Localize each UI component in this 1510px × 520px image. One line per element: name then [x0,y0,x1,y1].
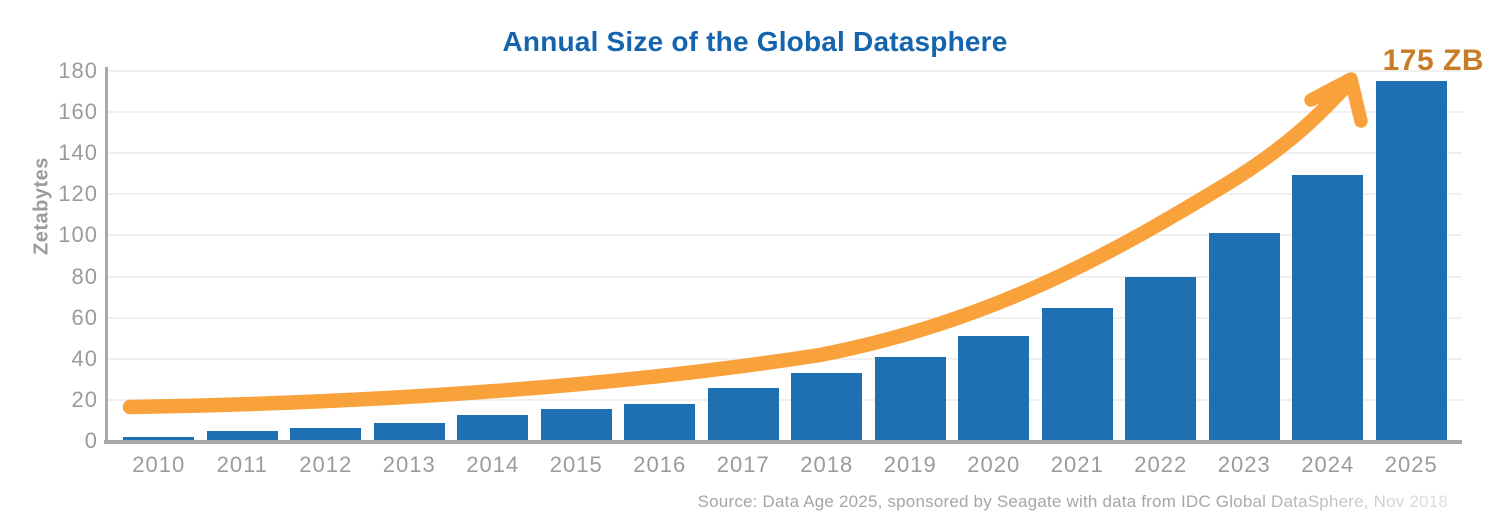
bar-2010 [123,436,195,441]
bar-2017 [707,387,779,441]
y-axis-line [105,67,108,444]
bar-2014 [457,415,529,441]
x-axis-tick-labels: 2010 2011 2012 2013 2014 2015 2016 2017 2018 2019… [117,452,1453,478]
x-tick-label-2011: 2011 [216,452,268,477]
y-tick-label-120: 120 [58,181,98,207]
bar-2025 [1375,81,1447,441]
x-axis-line [104,440,1462,444]
y-tick-label-160: 160 [58,99,98,125]
x-tick-label-2023: 2023 [1217,452,1271,477]
x-tick-label-2012: 2012 [299,452,353,477]
y-tick-label-20: 20 [71,386,98,412]
y-tick-label-80: 80 [71,263,98,289]
bar-2016 [624,404,696,441]
y-tick-label-60: 60 [71,304,98,330]
y-tick-label-0: 0 [84,428,98,453]
y-tick-label-100: 100 [58,222,98,248]
bar-series [117,71,1453,441]
bar-2023 [1208,233,1280,441]
x-tick-label-2018: 2018 [800,452,854,477]
bar-2022 [1125,276,1197,441]
bar-2012 [290,427,362,441]
y-tick-label-40: 40 [71,345,98,371]
bar-2021 [1041,308,1113,441]
x-tick-label-2015: 2015 [549,452,603,477]
y-tick-label-180: 180 [58,58,98,83]
bar-2018 [791,373,863,441]
bar-2011 [206,430,278,441]
peak-value-annotation: 175 ZB [1382,44,1484,77]
x-tick-label-2024: 2024 [1301,452,1355,477]
bar-2020 [958,336,1030,441]
x-tick-label-2010: 2010 [132,452,186,477]
x-tick-label-2022: 2022 [1134,452,1188,477]
bar-2024 [1292,174,1364,441]
x-tick-label-2019: 2019 [883,452,937,477]
plot-area [104,67,1462,444]
x-tick-label-2021: 2021 [1050,452,1104,477]
y-tick-label-140: 140 [58,140,98,166]
bar-2015 [540,409,612,441]
x-tick-label-2014: 2014 [466,452,520,477]
x-tick-label-2020: 2020 [967,452,1021,477]
x-tick-label-2016: 2016 [633,452,687,477]
x-tick-label-2017: 2017 [716,452,770,477]
x-tick-label-2025: 2025 [1384,452,1438,477]
chart-title: Annual Size of the Global Datasphere [502,26,1008,57]
source-note: Source: Data Age 2025, sponsored by Seag… [697,492,1448,511]
gridline-180 [108,70,1462,72]
bar-2013 [373,422,445,441]
y-axis-tick-labels: 0 20 40 60 80 100 120 140 160 180 [0,58,98,453]
bar-2019 [874,356,946,441]
x-tick-label-2013: 2013 [382,452,436,477]
